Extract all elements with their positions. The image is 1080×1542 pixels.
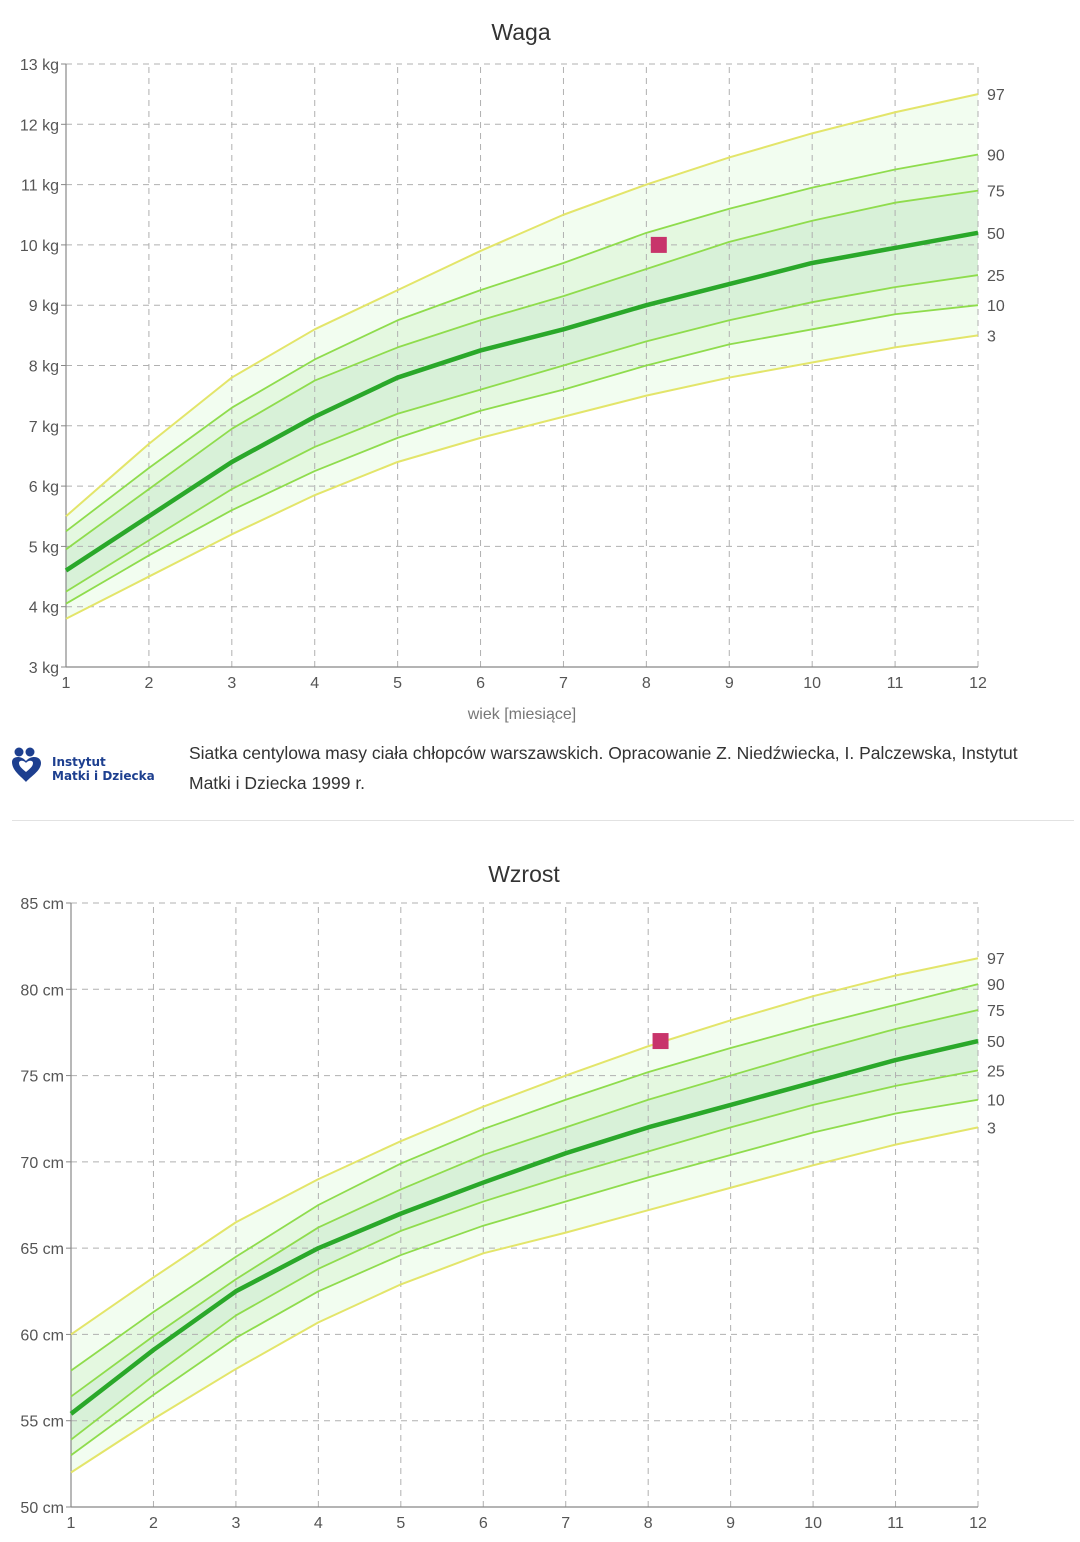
height-y-tick-75: 75 cm — [20, 1069, 64, 1086]
weight-band-50-25 — [66, 232, 978, 592]
height-percentile-10-label: 10 — [987, 1093, 1005, 1110]
height-x-tick-9: 9 — [726, 1515, 735, 1532]
height-x-tick-4: 4 — [314, 1515, 323, 1532]
height-y-tick-60: 60 cm — [20, 1327, 64, 1344]
logo-text-line-1: Instytut — [52, 755, 106, 769]
height-percentile-90-label: 90 — [987, 977, 1005, 994]
height-chart-title: Wzrost — [488, 861, 560, 887]
weight-y-tick-5: 5 kg — [29, 539, 59, 556]
height-measurement-marker — [652, 1033, 669, 1050]
weight-y-tick-6: 6 kg — [29, 479, 59, 496]
height-x-tick-1: 1 — [67, 1515, 76, 1532]
weight-percentile-25-line — [65, 274, 979, 593]
weight-percentile-3-line — [65, 334, 979, 620]
height-y-tick-70: 70 cm — [20, 1155, 64, 1172]
height-y-tick-80: 80 cm — [20, 982, 64, 999]
weight-x-tick-12: 12 — [969, 675, 987, 692]
height-percentile-10-line — [70, 1098, 979, 1456]
weight-x-tick-7: 7 — [559, 675, 568, 692]
weight-percentile-75-line — [65, 189, 979, 551]
weight-percentile-50-label: 50 — [987, 226, 1005, 243]
weight-x-tick-4: 4 — [310, 675, 319, 692]
institute-logo-text: Instytut Matki i Dziecka — [52, 755, 155, 783]
weight-y-tick-11: 11 kg — [21, 178, 59, 195]
weight-percentile-97-line — [65, 93, 979, 518]
height-x-tick-3: 3 — [231, 1515, 240, 1532]
weight-x-tick-8: 8 — [642, 675, 651, 692]
height-percentile-25-line — [70, 1069, 979, 1441]
height-y-tick-55: 55 cm — [20, 1414, 64, 1431]
weight-percentile-90-line — [65, 153, 979, 533]
weight-x-tick-6: 6 — [476, 675, 485, 692]
height-x-tick-7: 7 — [561, 1515, 570, 1532]
institute-logo: Instytut Matki i Dziecka — [10, 744, 170, 794]
weight-band-25-10 — [66, 275, 978, 604]
weight-percentile-10-label: 10 — [987, 298, 1005, 315]
weight-band-10-3 — [66, 305, 978, 619]
weight-percentile-3-label: 3 — [987, 328, 996, 345]
height-x-tick-11: 11 — [887, 1515, 904, 1532]
weight-band-75-50 — [66, 190, 978, 571]
height-x-tick-5: 5 — [396, 1515, 405, 1532]
weight-percentile-25-label: 25 — [987, 268, 1005, 285]
weight-x-tick-10: 10 — [803, 675, 821, 692]
height-y-tick-85: 85 cm — [20, 896, 64, 913]
weight-x-tick-11: 11 — [887, 675, 904, 692]
height-percentile-75-label: 75 — [987, 1003, 1005, 1020]
weight-x-tick-9: 9 — [725, 675, 734, 692]
height-percentile-90-line — [70, 983, 979, 1372]
weight-percentile-50-line — [64, 230, 979, 573]
section-divider — [12, 820, 1074, 821]
weight-y-tick-10: 10 kg — [20, 238, 59, 255]
height-percentile-50-label: 50 — [987, 1034, 1005, 1051]
weight-y-tick-3: 3 kg — [29, 660, 59, 677]
weight-band-90-75 — [66, 154, 978, 550]
height-percentile-97-label: 97 — [987, 951, 1005, 968]
height-y-tick-50: 50 cm — [20, 1500, 64, 1517]
weight-x-axis-title: wiek [miesiące] — [467, 706, 576, 723]
height-percentile-97-line — [70, 957, 979, 1336]
weight-x-tick-5: 5 — [393, 675, 402, 692]
weight-y-tick-9: 9 kg — [29, 298, 59, 315]
weight-y-tick-12: 12 kg — [20, 117, 59, 134]
weight-x-tick-2: 2 — [144, 675, 153, 692]
height-x-tick-12: 12 — [969, 1515, 987, 1532]
height-x-tick-2: 2 — [149, 1515, 158, 1532]
weight-percentile-10-line — [65, 304, 979, 605]
height-percentile-3-line — [70, 1126, 979, 1474]
height-band-97-90 — [71, 958, 978, 1371]
weight-y-tick-13: 13 kg — [20, 57, 59, 74]
weight-y-tick-4: 4 kg — [29, 600, 59, 617]
height-x-tick-6: 6 — [479, 1515, 488, 1532]
weight-y-tick-7: 7 kg — [29, 419, 59, 436]
weight-measurement-marker — [650, 236, 667, 253]
weight-x-tick-1: 1 — [62, 675, 71, 692]
height-band-90-75 — [71, 984, 978, 1397]
height-percentile-75-line — [70, 1009, 979, 1398]
height-band-75-50 — [71, 1009, 978, 1414]
height-y-tick-65: 65 cm — [20, 1241, 64, 1258]
height-band-25-10 — [71, 1070, 978, 1456]
weight-percentile-75-label: 75 — [987, 184, 1005, 201]
source-section: Instytut Matki i Dziecka Siatka centylow… — [0, 732, 1080, 812]
weight-x-tick-3: 3 — [227, 675, 236, 692]
hearts-logo-icon — [12, 747, 41, 782]
height-percentile-50-line — [69, 1038, 979, 1416]
height-band-50-25 — [71, 1041, 978, 1440]
weight-band-97-90 — [66, 94, 978, 532]
weight-y-tick-8: 8 kg — [29, 359, 59, 376]
height-band-10-3 — [71, 1099, 978, 1473]
chart-source-caption: Siatka centylowa masy ciała chłopców war… — [189, 743, 1018, 793]
height-x-tick-10: 10 — [804, 1515, 822, 1532]
logo-text-line-2: Matki i Dziecka — [52, 769, 155, 783]
weight-percentile-97-label: 97 — [987, 87, 1005, 104]
weight-chart-title: Waga — [491, 19, 550, 45]
height-percentile-3-label: 3 — [987, 1120, 996, 1137]
height-x-tick-8: 8 — [644, 1515, 653, 1532]
height-percentile-25-label: 25 — [987, 1063, 1005, 1080]
weight-percentile-90-label: 90 — [987, 147, 1005, 164]
